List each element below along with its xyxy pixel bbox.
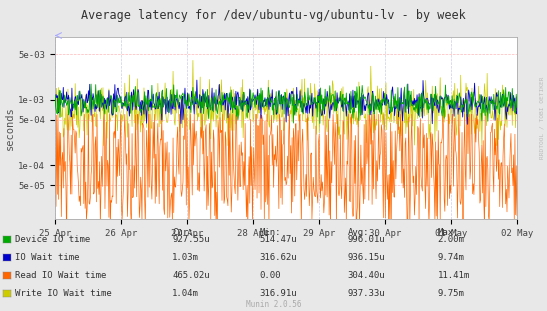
- Text: IO Wait time: IO Wait time: [15, 253, 79, 262]
- Text: Cur:: Cur:: [172, 228, 194, 237]
- Text: Max:: Max:: [438, 228, 459, 237]
- Text: 1.04m: 1.04m: [172, 290, 199, 298]
- Text: Write IO Wait time: Write IO Wait time: [15, 290, 112, 298]
- Text: 316.91u: 316.91u: [260, 290, 298, 298]
- Text: Device IO time: Device IO time: [15, 235, 90, 244]
- Text: Read IO Wait time: Read IO Wait time: [15, 272, 106, 280]
- Y-axis label: seconds: seconds: [5, 106, 15, 150]
- Text: 937.33u: 937.33u: [347, 290, 385, 298]
- Text: 927.55u: 927.55u: [172, 235, 210, 244]
- Text: Min:: Min:: [260, 228, 281, 237]
- Text: 304.40u: 304.40u: [347, 272, 385, 280]
- Text: 11.41m: 11.41m: [438, 272, 470, 280]
- Text: RRDTOOL / TOBI OETIKER: RRDTOOL / TOBI OETIKER: [540, 77, 545, 160]
- Text: 9.74m: 9.74m: [438, 253, 464, 262]
- Text: 316.62u: 316.62u: [260, 253, 298, 262]
- Text: 996.01u: 996.01u: [347, 235, 385, 244]
- Text: 0.00: 0.00: [260, 272, 281, 280]
- Text: Munin 2.0.56: Munin 2.0.56: [246, 300, 301, 309]
- Text: 514.47u: 514.47u: [260, 235, 298, 244]
- Text: 1.03m: 1.03m: [172, 253, 199, 262]
- Text: Average latency for /dev/ubuntu-vg/ubuntu-lv - by week: Average latency for /dev/ubuntu-vg/ubunt…: [81, 9, 466, 22]
- Text: 465.02u: 465.02u: [172, 272, 210, 280]
- Text: 9.75m: 9.75m: [438, 290, 464, 298]
- Text: 936.15u: 936.15u: [347, 253, 385, 262]
- Text: Avg:: Avg:: [347, 228, 369, 237]
- Text: 2.00m: 2.00m: [438, 235, 464, 244]
